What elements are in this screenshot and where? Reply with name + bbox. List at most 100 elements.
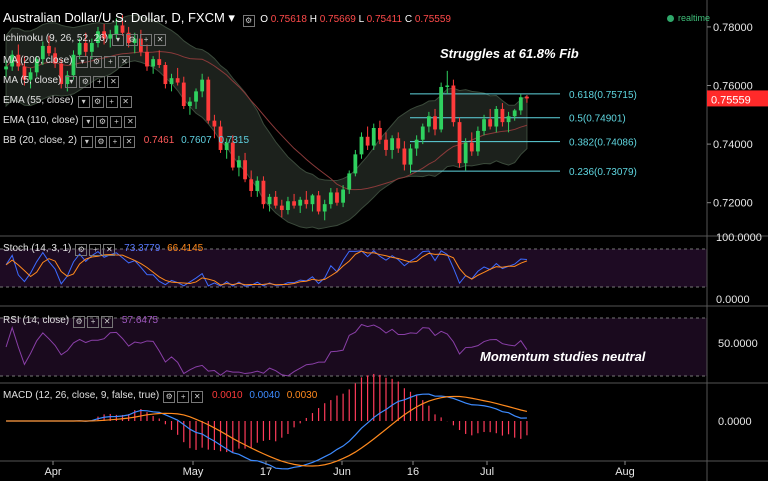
- candle: [4, 59, 8, 77]
- candle-body: [83, 43, 88, 52]
- candle: [89, 38, 94, 60]
- candle: [126, 26, 131, 48]
- rsi-band: [0, 318, 707, 376]
- candle-body: [298, 199, 303, 206]
- candle: [47, 35, 51, 57]
- time-tick-label: 16: [407, 466, 419, 478]
- candle: [230, 135, 235, 171]
- candle: [488, 108, 493, 130]
- candle-body: [255, 180, 260, 191]
- price-tick-label: 0.78000: [713, 22, 753, 34]
- candle: [261, 176, 266, 209]
- candle-body: [218, 126, 223, 150]
- candle-body: [230, 142, 235, 168]
- candle: [34, 56, 39, 77]
- candle-body: [249, 179, 254, 191]
- candle: [328, 188, 333, 209]
- symbol-dropdown-icon[interactable]: ▾: [228, 10, 235, 25]
- candle: [353, 149, 358, 177]
- indicator-ma200[interactable]: MA (200, close) ▾ ⚙ + ✕: [3, 55, 132, 68]
- candle: [273, 190, 278, 209]
- candle: [286, 196, 290, 215]
- candle-body: [59, 63, 64, 85]
- rsi-axis-label: 50.0000: [718, 338, 758, 350]
- candle-body: [390, 138, 395, 150]
- candle: [420, 123, 425, 145]
- time-tick-label: Aug: [615, 466, 635, 478]
- candle-body: [341, 189, 345, 203]
- candle: [200, 73, 205, 98]
- annotation-fib: Struggles at 61.8% Fib: [440, 46, 579, 61]
- candle-body: [34, 59, 39, 73]
- candle-body: [359, 136, 364, 155]
- candle-body: [476, 130, 480, 152]
- candle: [71, 50, 76, 80]
- candle: [218, 120, 223, 153]
- candle: [482, 114, 486, 136]
- candle-body: [200, 79, 205, 92]
- candle: [212, 114, 217, 139]
- candle-body: [194, 91, 198, 102]
- candle-body: [469, 142, 474, 152]
- rsi-line: [5, 323, 528, 377]
- time-tick-label: Jun: [333, 466, 351, 478]
- indicator-bb[interactable]: BB (20, close, 2) ▾ ⚙ + ✕ 0.7461 0.7607 0.73…: [3, 135, 250, 148]
- candle: [512, 108, 517, 121]
- indicator-ema110[interactable]: EMA (110, close) ▾ ⚙ + ✕: [3, 115, 138, 128]
- candle-body: [457, 122, 462, 164]
- candle: [108, 29, 113, 48]
- candle-body: [206, 79, 211, 121]
- indicator-ichimoku[interactable]: Ichimoku (9, 26, 52, 26) ▾ ⚙ + ✕: [3, 33, 168, 46]
- last-price-label: 0.75559: [711, 94, 751, 106]
- candle: [53, 47, 57, 68]
- indicator-macd[interactable]: MACD (12, 26, close, 9, false, true) ⚙ + ✕ …: [3, 390, 318, 403]
- candle-body: [267, 196, 272, 205]
- indicator-rsi[interactable]: RSI (14, close) ⚙ + ✕ 57.6475: [3, 315, 159, 328]
- candle-body: [316, 195, 321, 212]
- indicator-ma5[interactable]: MA (5, close) ▾ ⚙ + ✕: [3, 75, 121, 88]
- macd-axis-label: 0.0000: [718, 416, 752, 428]
- candle-body: [310, 195, 315, 205]
- candle-body: [384, 139, 388, 150]
- candle-body: [224, 142, 229, 150]
- candle-body: [261, 180, 266, 205]
- indicator-ema55[interactable]: EMA (55, close) ▾ ⚙ + ✕: [3, 95, 134, 108]
- candle-body: [286, 201, 290, 211]
- candle-body: [488, 119, 493, 127]
- title-buttons[interactable]: ⚙: [242, 11, 257, 27]
- candle: [506, 111, 511, 133]
- candle-body: [175, 78, 180, 83]
- candle: [377, 120, 382, 145]
- candle: [28, 67, 33, 89]
- candle: [414, 135, 419, 156]
- candle: [22, 56, 27, 86]
- candle-body: [482, 119, 486, 131]
- ema-line: [5, 50, 528, 191]
- candle-body: [445, 85, 450, 87]
- candle-body: [188, 101, 192, 107]
- chart-title-bar: Australian Dollar/U.S. Dollar, D, FXCM ▾…: [3, 10, 451, 27]
- indicator-stoch[interactable]: Stoch (14, 3, 1) ⚙ + ✕ 73.3779 66.4145: [3, 243, 204, 256]
- candle: [181, 76, 186, 109]
- candle-body: [114, 25, 119, 35]
- candle-body: [451, 85, 456, 123]
- candle: [102, 23, 107, 45]
- candle: [188, 97, 192, 115]
- candle-body: [77, 43, 82, 55]
- realtime-dot-icon: [667, 15, 674, 22]
- candle: [206, 76, 211, 124]
- fib-level-label: 0.382(0.74086): [569, 138, 637, 149]
- candle-body: [40, 45, 45, 60]
- candle-body: [169, 78, 174, 85]
- chart-title: Australian Dollar/U.S. Dollar, D, FXCM: [3, 10, 225, 25]
- candle-body: [10, 54, 15, 67]
- candle: [194, 88, 198, 109]
- candle-body: [371, 127, 376, 146]
- candle-body: [102, 31, 107, 39]
- candle: [439, 82, 444, 133]
- macd-line: [6, 393, 527, 470]
- candle: [237, 155, 241, 177]
- candle: [243, 152, 247, 183]
